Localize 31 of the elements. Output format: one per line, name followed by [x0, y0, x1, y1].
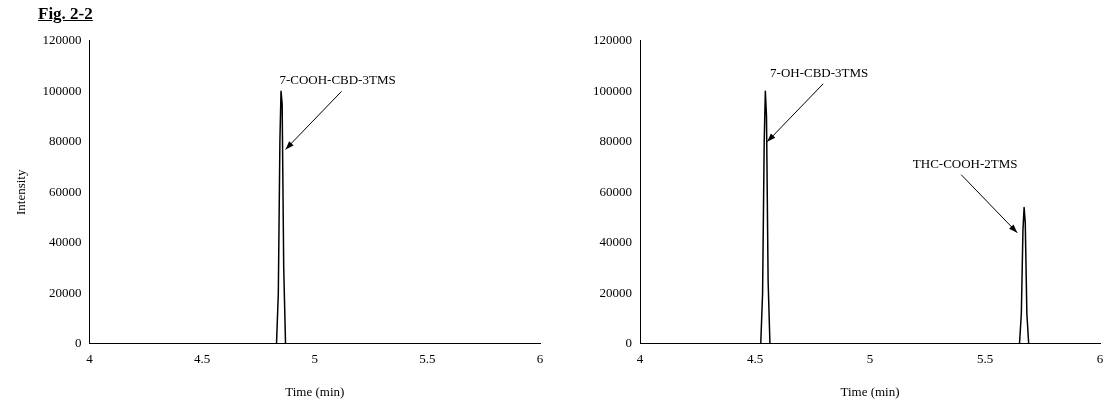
y-tick-label: 0: [75, 335, 82, 351]
y-tick-label: 80000: [49, 133, 82, 149]
annotation: 7-OH-CBD-3TMS: [770, 64, 869, 80]
y-tick-label: 60000: [599, 183, 632, 199]
x-axis-title: Time (min): [285, 383, 345, 399]
x-tick-label: 4.5: [746, 351, 764, 367]
y-tick-label: 100000: [593, 82, 632, 98]
y-axis-title: Intensity: [13, 169, 29, 216]
x-tick-label: 6: [536, 351, 544, 367]
x-tick-label: 5.5: [976, 351, 994, 367]
x-tick-label: 4: [86, 351, 94, 367]
y-tick-label: 20000: [49, 284, 82, 300]
annotation: THC-COOH-2TMS: [912, 155, 1018, 171]
y-tick-label: 60000: [49, 183, 82, 199]
x-tick-label: 4: [636, 351, 644, 367]
y-tick-label: 0: [625, 335, 632, 351]
y-tick-label: 120000: [593, 32, 632, 48]
y-tick-label: 40000: [599, 234, 632, 250]
y-tick-label: 100000: [42, 82, 82, 98]
annotation: 7-COOH-CBD-3TMS: [279, 72, 396, 88]
y-tick-label: 80000: [599, 133, 632, 149]
y-tick-label: 120000: [42, 32, 82, 48]
y-tick-label: 20000: [599, 284, 632, 300]
chart-title: Fig. 2-2: [38, 4, 93, 24]
x-tick-label: 5: [311, 351, 319, 367]
x-tick-label: 6: [1096, 351, 1104, 367]
x-tick-label: 5: [866, 351, 874, 367]
x-axis-title: Time (min): [840, 383, 900, 399]
y-tick-label: 40000: [49, 234, 82, 250]
x-tick-label: 4.5: [194, 351, 211, 367]
x-tick-label: 5.5: [419, 351, 436, 367]
